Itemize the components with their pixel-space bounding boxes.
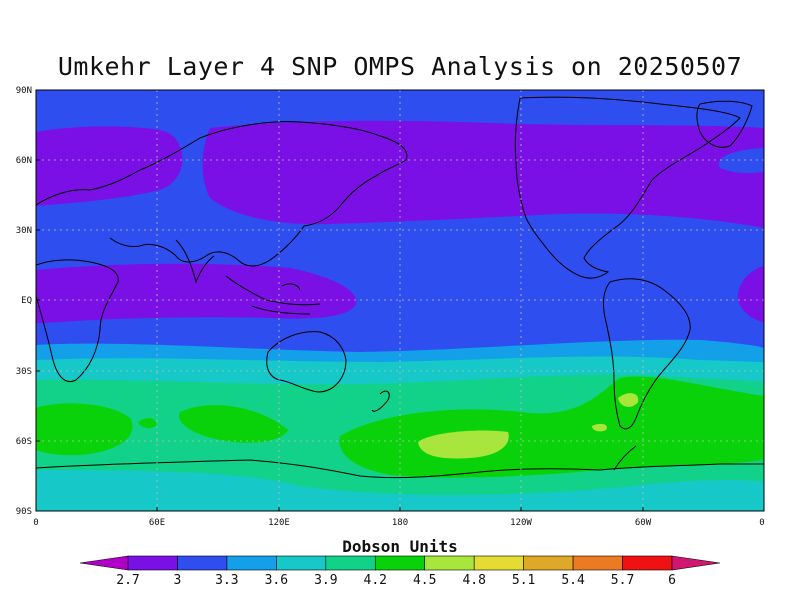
colorbar-label: Dobson Units [342,537,458,556]
colorbar-segment [671,555,721,571]
band-2.7-3-north-west [36,126,183,206]
gridlines [36,90,764,511]
colorbar-level-label: 4.5 [413,573,436,588]
lat-axis: 90N 60N 30N EQ 30S 60S 90S [16,86,32,517]
colorbar-level-label: 6 [668,573,676,588]
lat-tick-label: 90S [16,507,32,517]
lon-tick-label: 120E [268,518,290,528]
colorbar-level-label: 5.7 [611,573,634,588]
lon-tick-label: 0 [759,518,764,528]
lat-tick-label: 60N [16,156,32,166]
colorbar-segment [177,555,228,571]
map-title: Umkehr Layer 4 SNP OMPS Analysis on 2025… [57,52,743,81]
lon-tick-label: 60E [149,518,165,528]
tick-marks [36,89,644,511]
colorbar-segment [424,555,475,571]
coast-greenland [696,100,753,148]
band-4.5-4.8-small1 [618,393,639,407]
colorbar-level-label: 3.9 [314,573,337,588]
band-2.7-3-east [737,266,764,322]
colorbar-segment [226,555,277,571]
coast-eurasia [36,121,408,267]
colorbar-level-label: 3 [174,573,182,588]
colorbar-segment [79,555,129,571]
coast-antarctic-peninsula [613,445,637,471]
colorbar-segment [374,555,426,571]
colorbar-segment [622,555,673,571]
lon-tick-label: 0 [33,518,38,528]
lat-tick-label: 60S [16,437,32,447]
colorbar-segment [473,555,524,571]
lon-tick-label: 60W [635,518,652,528]
coast-india [175,239,215,284]
colorbar-level-label: 5.1 [512,573,535,588]
colorbar-segment [127,555,178,571]
colorbar-level-label: 2.7 [116,573,139,588]
colorbar-level-label: 3.6 [265,573,288,588]
colorbar-level-label: 4.2 [364,573,387,588]
coast-africa [36,259,119,382]
coast-south-america [602,278,691,430]
coast-antarctica [36,459,764,479]
band-4.2-4.5-indian [179,405,288,443]
band-4.5-4.8-blob [418,430,509,459]
lon-axis: 0 60E 120E 180 120W 60W 0 [33,518,764,528]
band-4.2-4.5-west [36,403,133,456]
lon-tick-label: 180 [392,518,408,528]
band-4.2-4.5-small [138,418,157,429]
lat-tick-label: 30N [16,226,32,236]
colorbar-level-label: 3.3 [215,573,238,588]
band-4.5-4.8-small2 [592,423,607,432]
colorbar-segment [325,555,376,571]
coast-australia [266,331,347,393]
colorbar-segment [276,555,327,571]
colorbar: 2.7 3 3.3 3.6 3.9 4.2 4.5 4.8 5.1 5.4 5.7 6 [79,555,721,588]
coast-north-america [514,96,741,279]
colorbar-level-label: 5.4 [561,573,585,588]
coastlines [36,96,764,479]
lat-tick-label: 90N [16,86,32,96]
lat-tick-label: EQ [21,296,32,306]
colorbar-segment [523,555,574,571]
coast-newzealand [371,390,390,412]
lon-tick-label: 120W [510,518,532,528]
lat-tick-label: 30S [16,367,32,377]
band-antarctic-3.6 [36,470,764,511]
colorbar-level-label: 4.8 [462,573,485,588]
band-2.7-3-equator [36,263,357,323]
colorbar-segment [572,555,623,571]
band-2.7-3-north [202,120,764,228]
